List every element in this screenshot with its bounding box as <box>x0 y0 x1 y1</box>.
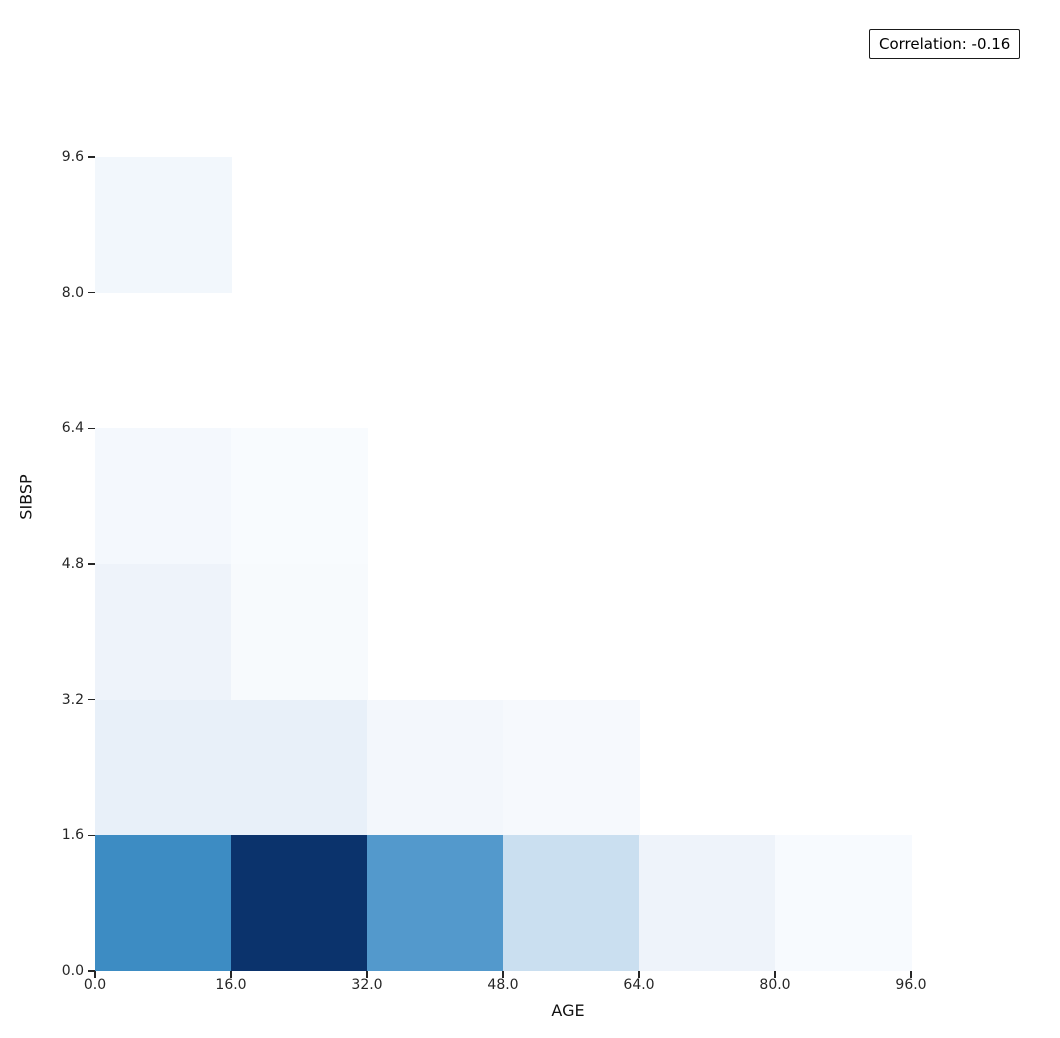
heatmap-cell <box>503 699 640 836</box>
y-tick-label: 9.6 <box>61 149 84 165</box>
heatmap-cell <box>775 835 912 972</box>
heatmap-cell <box>367 835 504 972</box>
x-tick-label: 80.0 <box>759 977 791 993</box>
heatmap-cell <box>367 699 504 836</box>
heatmap-plot-area <box>95 157 912 972</box>
y-tick-mark <box>88 427 95 429</box>
y-tick-label: 8.0 <box>61 284 84 301</box>
x-tick-mark <box>910 971 912 978</box>
heatmap-cell <box>231 428 368 565</box>
x-tick-mark <box>366 971 368 978</box>
heatmap-cell <box>231 835 368 972</box>
y-tick-mark <box>88 563 95 565</box>
x-tick-label: 16.0 <box>215 977 247 993</box>
x-tick-mark <box>638 971 640 978</box>
y-tick-label: 3.2 <box>61 691 84 708</box>
heatmap-cell <box>231 699 368 836</box>
heatmap-cell <box>95 157 232 294</box>
x-tick-mark <box>230 971 232 978</box>
y-tick-mark <box>88 699 95 701</box>
y-tick-label: 0.0 <box>61 963 84 979</box>
heatmap-cell <box>95 835 232 972</box>
heatmap-cell <box>639 835 776 972</box>
y-tick-label: 4.8 <box>61 556 84 572</box>
y-tick-mark <box>88 834 95 836</box>
x-tick-mark <box>774 971 776 978</box>
y-tick-mark <box>88 156 95 158</box>
heatmap-cell <box>95 699 232 836</box>
heatmap-cell <box>231 564 368 701</box>
y-axis-label: SIBSP <box>16 474 36 520</box>
x-axis-label: AGE <box>551 1001 585 1020</box>
y-tick-mark <box>88 970 95 972</box>
heatmap-cell <box>95 564 232 701</box>
x-tick-label: 32.0 <box>351 977 383 993</box>
y-tick-label: 1.6 <box>61 827 84 844</box>
y-tick-label: 6.4 <box>61 420 84 437</box>
x-tick-label: 0.0 <box>83 977 107 993</box>
y-tick-mark <box>88 292 95 294</box>
x-tick-mark <box>94 971 96 978</box>
x-tick-mark <box>502 971 504 978</box>
x-tick-label: 48.0 <box>487 977 519 993</box>
correlation-annotation: Correlation: -0.16 <box>869 29 1021 59</box>
heatmap-cell <box>95 428 232 565</box>
x-tick-label: 64.0 <box>623 977 655 993</box>
heatmap-cell <box>503 835 640 972</box>
x-tick-label: 96.0 <box>895 977 927 993</box>
